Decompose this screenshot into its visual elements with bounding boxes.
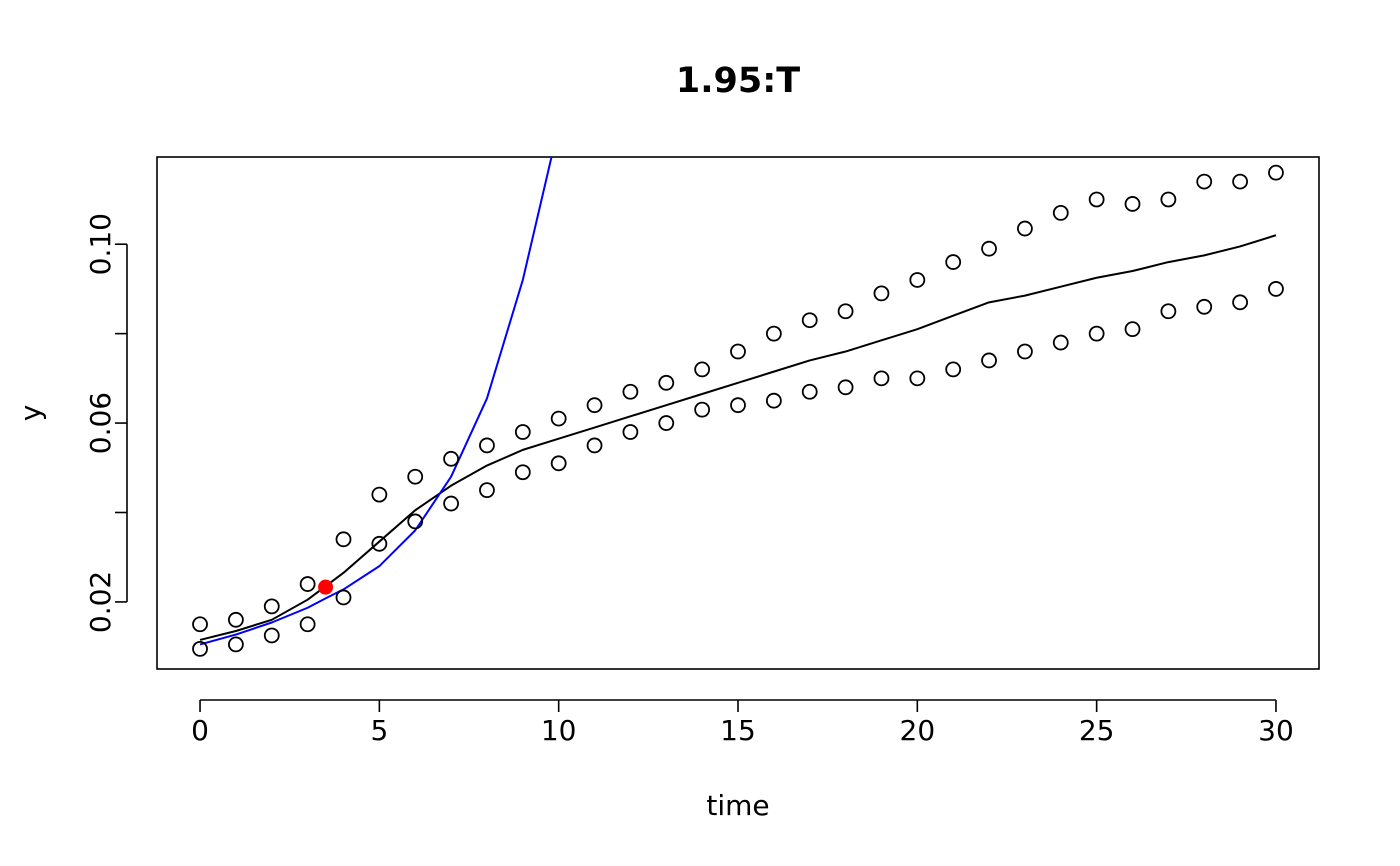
data-point	[837, 379, 854, 396]
x-tick-label: 20	[900, 714, 936, 747]
data-point	[1160, 303, 1177, 320]
data-point	[407, 513, 424, 530]
x-tick-label: 15	[720, 714, 756, 747]
data-point	[730, 397, 746, 414]
data-point	[1196, 173, 1213, 190]
data-point	[658, 415, 675, 431]
data-point	[658, 374, 675, 391]
data-point	[1017, 220, 1033, 237]
y-tick-label: 0.02	[84, 571, 117, 633]
data-point	[514, 424, 531, 440]
data-point	[622, 383, 639, 400]
data-point	[586, 437, 603, 454]
data-point	[1088, 325, 1105, 342]
data-point	[371, 535, 388, 552]
data-point	[694, 401, 711, 418]
data-point	[1232, 294, 1248, 311]
data-point	[550, 410, 567, 427]
data-point	[981, 352, 997, 369]
data-point	[945, 361, 962, 378]
y-axis: 0.02 0.06 0.10	[84, 213, 128, 633]
data-point	[1052, 334, 1069, 351]
data-point	[443, 450, 459, 467]
x-tick-label: 0	[191, 714, 209, 747]
data-point	[1196, 298, 1213, 315]
y-tick-label: 0.10	[84, 213, 117, 275]
data-point	[299, 576, 316, 592]
data-point	[514, 464, 531, 481]
plot-area	[192, 156, 1284, 657]
data-point	[837, 303, 854, 320]
data-point	[228, 611, 244, 628]
highlighted-point	[318, 579, 334, 595]
data-point	[694, 361, 711, 378]
data-point	[981, 240, 997, 257]
data-point	[1160, 191, 1177, 208]
data-point	[873, 370, 890, 387]
data-point	[443, 495, 459, 512]
data-point	[1232, 173, 1248, 190]
data-point	[1268, 281, 1284, 297]
data-point	[479, 482, 495, 499]
y-tick-label: 0.06	[84, 392, 117, 454]
data-point	[909, 272, 926, 288]
data-point	[909, 370, 926, 387]
data-point	[335, 531, 352, 548]
data-point	[263, 598, 280, 615]
data-point	[192, 616, 208, 633]
exponential-fit-line	[199, 156, 553, 646]
data-point	[586, 397, 603, 414]
data-point	[335, 589, 352, 606]
data-point	[765, 325, 782, 342]
data-point	[371, 486, 388, 503]
data-point	[622, 424, 639, 440]
data-point	[192, 640, 208, 657]
data-point	[228, 636, 244, 653]
data-point	[1052, 204, 1069, 221]
x-axis-label: time	[706, 789, 769, 822]
chart-title: 1.95:T	[676, 61, 800, 101]
x-tick-label: 25	[1079, 714, 1115, 747]
data-point	[765, 392, 782, 409]
x-tick-label: 5	[370, 714, 388, 747]
data-point	[263, 627, 280, 644]
y-axis-label: y	[14, 405, 47, 422]
plot-frame	[156, 156, 1320, 670]
data-point	[407, 468, 424, 485]
smoothed-fit-line	[199, 234, 1277, 641]
x-tick-label: 30	[1258, 714, 1294, 747]
data-point	[873, 285, 890, 302]
x-axis: 0 5 10 15 20 25 30	[191, 699, 1294, 747]
data-point	[299, 616, 316, 633]
data-point	[1268, 164, 1284, 181]
data-point	[1088, 191, 1105, 208]
data-point	[1124, 196, 1141, 212]
data-point	[1124, 321, 1141, 338]
data-point	[730, 343, 746, 360]
data-point	[945, 254, 962, 270]
data-point	[550, 455, 567, 472]
data-point	[479, 437, 495, 454]
x-tick-label: 10	[541, 714, 577, 747]
data-point	[1017, 343, 1033, 360]
data-point	[801, 312, 818, 329]
data-point	[801, 383, 818, 400]
